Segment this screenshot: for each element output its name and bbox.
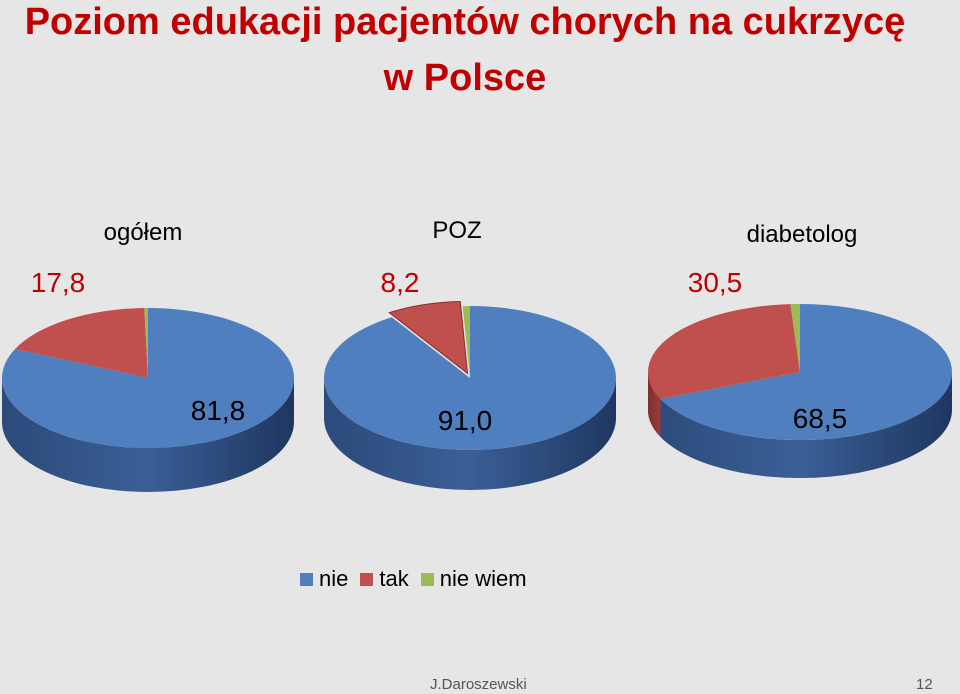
data-label-tak-3: 30,5 — [688, 267, 743, 298]
legend-item-nie: nie — [300, 566, 348, 592]
pie-slice-nie-2 — [324, 306, 617, 450]
legend-swatch-nie — [300, 572, 313, 586]
pie-side-3 — [648, 372, 952, 478]
pie-side-1 — [2, 378, 294, 492]
legend-swatch-tak — [360, 572, 374, 586]
legend-item-tak: tak — [360, 566, 409, 592]
legend-label-nie-wiem: nie wiem — [439, 566, 527, 591]
legend-label-tak: tak — [379, 566, 409, 591]
data-label-nie-2: 91,0 — [438, 405, 493, 436]
pie-slice-tak-3 — [648, 304, 800, 400]
pie-slice-nie-wiem-1 — [144, 308, 148, 378]
pie-slice-nie-wiem-3 — [790, 304, 800, 372]
pie-side-2 — [324, 378, 616, 490]
pie-title-3: diabetolog — [747, 221, 858, 248]
pie-title-1: ogółem — [104, 219, 183, 246]
pie-charts: ogółem 81,8 17,8 POZ 91,0 8,2 diabetolog 68,5 30… — [1, 217, 952, 492]
pie-slice-nie-3 — [660, 304, 952, 440]
data-label-tak-1: 17,8 — [31, 267, 86, 298]
pie-slice-tak-1 — [15, 308, 149, 378]
slide-title-line2: w Polsce — [383, 57, 547, 99]
pie-chart-2: POZ 91,0 8,2 — [324, 217, 617, 490]
legend-label-nie: nie — [319, 566, 349, 591]
data-label-nie-3: 68,5 — [793, 403, 848, 434]
pie-slice-tak-2 — [388, 301, 469, 375]
legend-swatch-nie-wiem — [420, 572, 434, 586]
legend: nie tak nie wiem — [300, 566, 539, 592]
pie-chart-3: diabetolog 68,5 30,5 — [648, 221, 952, 478]
footer-author: J.Daroszewski — [430, 676, 527, 693]
pie-chart-1: ogółem 81,8 17,8 — [1, 219, 294, 492]
legend-item-nie-wiem: nie wiem — [420, 566, 527, 592]
page-number: 12 — [916, 676, 933, 693]
pie-slice-nie-wiem-2 — [462, 306, 470, 378]
data-label-tak-2: 8,2 — [381, 267, 420, 298]
pie-title-2: POZ — [432, 217, 481, 244]
data-label-nie-1: 81,8 — [191, 395, 246, 426]
slide-title: Poziom edukacji pacjentów chorych na cuk… — [24, 1, 906, 43]
pie-side-tak-3 — [648, 372, 661, 438]
